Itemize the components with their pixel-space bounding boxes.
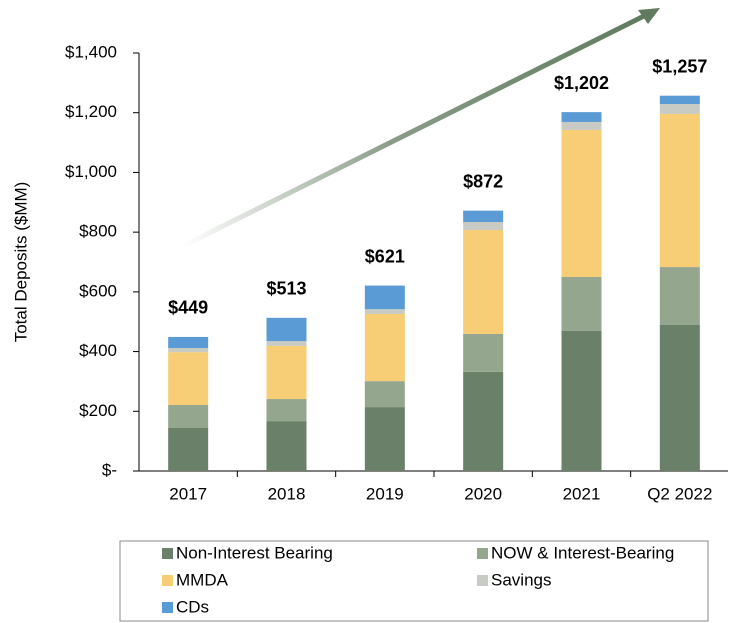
y-tick-label: $- xyxy=(102,460,117,479)
bar-segment xyxy=(266,317,307,342)
bar-segment xyxy=(561,121,602,131)
bar-segment xyxy=(659,267,700,325)
bar-segment xyxy=(168,352,209,406)
total-label: $1,257 xyxy=(652,56,707,76)
legend-swatch xyxy=(162,575,173,586)
x-tick-label: 2021 xyxy=(563,484,601,503)
bar-segment xyxy=(463,333,504,372)
total-label: $1,202 xyxy=(554,73,609,93)
bar-segment xyxy=(659,113,700,268)
bar-segment xyxy=(561,330,602,471)
bar-segment xyxy=(168,336,209,348)
legend-label: NOW & Interest-Bearing xyxy=(491,543,674,562)
total-label: $621 xyxy=(365,246,405,266)
bar-segment xyxy=(364,313,405,382)
x-tick-label: 2020 xyxy=(464,484,502,503)
bar-segment xyxy=(659,324,700,471)
total-label: $513 xyxy=(266,279,306,299)
y-tick-label: $600 xyxy=(79,281,117,300)
y-tick-label: $1,200 xyxy=(65,102,117,121)
arrow-head xyxy=(638,8,660,24)
x-tick-label: 2018 xyxy=(268,484,306,503)
bar-segment xyxy=(561,130,602,277)
bar-segment xyxy=(659,95,700,105)
bar-segment xyxy=(364,381,405,408)
legend-label: Non-Interest Bearing xyxy=(176,543,333,562)
bar-segment xyxy=(266,341,307,346)
bar-segment xyxy=(364,285,405,310)
bar-segment xyxy=(168,405,209,429)
x-tick-label: 2019 xyxy=(366,484,404,503)
legend-label: Savings xyxy=(491,570,551,589)
bar-segment xyxy=(364,309,405,314)
y-axis-label: Total Deposits ($MM) xyxy=(11,182,30,343)
legend-swatch xyxy=(477,575,488,586)
y-tick-label: $1,000 xyxy=(65,162,117,181)
x-tick-label: Q2 2022 xyxy=(647,484,712,503)
bar-segment xyxy=(168,428,209,471)
y-tick-label: $1,400 xyxy=(65,42,117,61)
x-tick-label: 2017 xyxy=(169,484,207,503)
legend-swatch xyxy=(477,548,488,559)
bar-segment xyxy=(168,347,209,353)
y-tick-label: $200 xyxy=(79,401,117,420)
y-tick-label: $800 xyxy=(79,222,117,241)
legend-swatch xyxy=(162,548,173,559)
legend-swatch xyxy=(162,602,173,613)
y-tick-label: $400 xyxy=(79,341,117,360)
bar-segment xyxy=(266,421,307,471)
bar-segment xyxy=(463,371,504,471)
bar-segment xyxy=(561,276,602,331)
bar-segment xyxy=(364,407,405,471)
legend-label: CDs xyxy=(176,597,209,616)
bar-segment xyxy=(561,112,602,122)
trend-arrow xyxy=(181,12,648,249)
legend-label: MMDA xyxy=(176,570,229,589)
bar-segment xyxy=(266,345,307,400)
total-label: $449 xyxy=(168,298,208,318)
total-label: $872 xyxy=(463,171,503,191)
bar-segment xyxy=(266,399,307,422)
bar-segment xyxy=(463,210,504,222)
legend xyxy=(119,540,709,622)
bar-segment xyxy=(659,104,700,114)
bar-segment xyxy=(463,230,504,334)
bar-segment xyxy=(463,221,504,231)
